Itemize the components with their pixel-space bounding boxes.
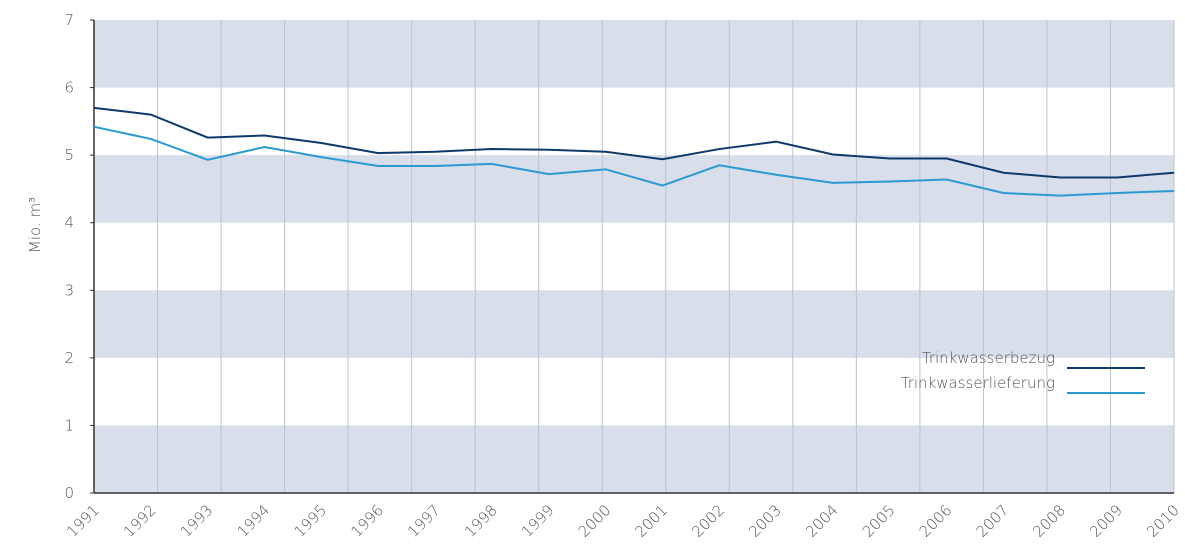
x-tick-label: 1991 [63,501,103,541]
x-tick-label: 1998 [461,501,501,541]
x-tick-label: 1994 [234,501,274,541]
x-tick-label: 2006 [916,501,956,541]
x-tick-label: 2002 [688,501,728,541]
y-tick-label: 7 [64,11,74,29]
grid-band [94,155,1174,223]
y-tick-label: 6 [64,79,74,97]
data-line [93,125,1175,197]
y-tick-label: 5 [64,146,74,164]
grid-band [94,20,1174,88]
x-tick-label: 1999 [518,501,558,541]
x-tick-label: 1992 [120,501,160,541]
y-axis-label: Mio. m³ [26,197,44,253]
x-tick-label: 1997 [404,501,444,541]
x-tick-label: 2010 [1143,501,1183,541]
y-tick-label: 3 [64,281,74,299]
x-tick-label: 2007 [973,501,1013,541]
x-tick-label: 2003 [745,501,785,541]
legend-label: Trinkwasserlieferung [901,374,1055,392]
x-tick-label: 2008 [1029,501,1069,541]
x-tick-label: 2001 [632,501,672,541]
legend-label: Trinkwasserbezug [922,349,1055,367]
grid-band [94,290,1174,358]
x-tick-label: 2000 [575,501,615,541]
x-tick-label: 2004 [802,501,842,541]
y-tick-label: 2 [64,349,74,367]
x-tick-label: 1993 [177,501,217,541]
x-tick-label: 1995 [290,501,330,541]
x-tick-label: 2005 [859,501,899,541]
grid-band [94,425,1174,493]
x-tick-label: 1996 [347,501,387,541]
y-tick-label: 4 [64,214,74,232]
y-tick-label: 1 [64,416,74,434]
data-line [93,106,1175,179]
x-tick-label: 2009 [1086,501,1126,541]
y-tick-label: 0 [64,484,74,502]
